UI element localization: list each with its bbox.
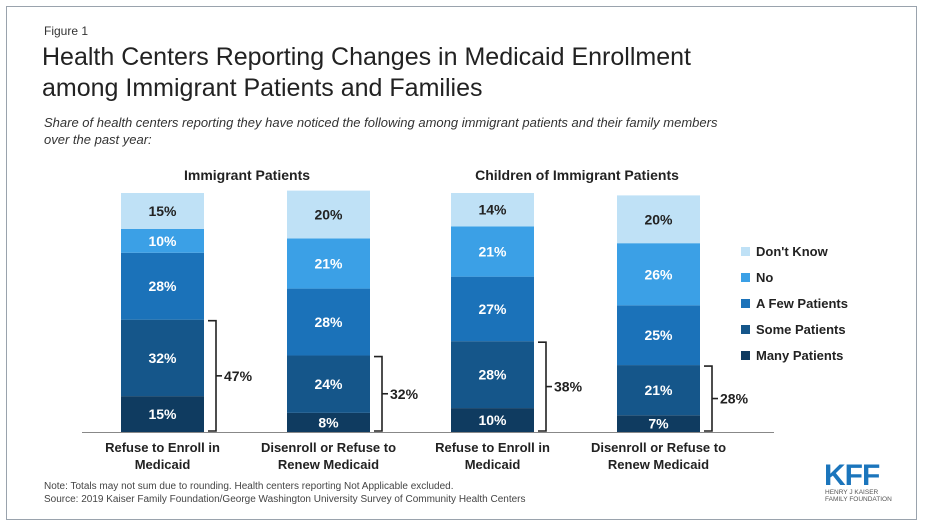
category-label: Renew Medicaid	[608, 457, 709, 472]
figure-label: Figure 1	[44, 24, 89, 38]
chart-note: Note: Totals may not sum due to rounding…	[44, 480, 526, 506]
kff-logo-mark: KFF	[824, 459, 880, 492]
bar-segment	[287, 190, 370, 239]
legend-label: Don't Know	[756, 243, 828, 259]
data-label: 26%	[644, 266, 673, 282]
bar-segment	[287, 412, 370, 432]
category-label: Renew Medicaid	[278, 457, 379, 472]
legend-item: Don't Know	[741, 238, 848, 264]
bar-segment	[451, 341, 534, 409]
note-line: Note: Totals may not sum due to rounding…	[44, 481, 454, 492]
data-label: 20%	[314, 207, 343, 223]
category-label: Disenroll or Refuse to	[261, 440, 396, 455]
category-label: Refuse to Enroll in	[105, 440, 220, 455]
bar-segment	[121, 319, 204, 397]
data-label: 24%	[314, 376, 343, 392]
chart-legend: Don't Know No A Few Patients Some Patients M…	[741, 238, 848, 368]
bar-segment	[121, 396, 204, 432]
data-label: 28%	[314, 314, 343, 330]
legend-label: Some Patients	[756, 321, 846, 337]
data-label: 10%	[148, 233, 177, 249]
legend-item: Some Patients	[741, 316, 848, 342]
data-label: 15%	[148, 203, 177, 219]
bar-segment	[121, 228, 204, 253]
bar-segment	[451, 226, 534, 277]
data-label: 28%	[148, 278, 177, 294]
bar-segment	[451, 276, 534, 342]
bar-segment	[451, 408, 534, 432]
chart-subtitle-line1: Share of health centers reporting they h…	[44, 115, 718, 130]
bracket-total-label: 32%	[390, 386, 419, 402]
legend-swatch	[741, 350, 750, 360]
legend-swatch	[741, 298, 750, 308]
legend-item: A Few Patients	[741, 290, 848, 316]
data-label: 25%	[644, 327, 673, 343]
bar-segment	[287, 288, 370, 356]
chart-subtitle-line2: over the past year:	[44, 132, 152, 147]
legend-swatch	[741, 324, 750, 334]
bar-segment	[451, 193, 534, 227]
bar-segment	[287, 238, 370, 289]
data-label: 21%	[314, 256, 343, 272]
chart-title-line1: Health Centers Reporting Changes in Medi…	[42, 43, 691, 71]
legend-item: Many Patients	[741, 342, 848, 368]
data-label: 8%	[318, 414, 339, 430]
bar-segment	[617, 365, 700, 416]
chart-subtitle: Share of health centers reporting they h…	[44, 114, 854, 148]
kff-logo-line2: FAMILY FOUNDATION	[825, 496, 892, 503]
kff-logo-line1: HENRY J KAISER	[825, 489, 879, 496]
group-title: Immigrant Patients	[184, 167, 310, 183]
bracket-total-label: 47%	[224, 368, 253, 384]
legend-swatch	[741, 272, 750, 282]
data-label: 32%	[148, 350, 177, 366]
bracket	[538, 341, 547, 432]
data-label: 15%	[148, 406, 177, 422]
data-label: 28%	[478, 367, 507, 383]
group-title: Children of Immigrant Patients	[475, 167, 679, 183]
data-label: 21%	[478, 244, 507, 260]
category-label: Disenroll or Refuse to	[591, 440, 726, 455]
bracket	[704, 365, 713, 432]
bar-segment	[121, 193, 204, 229]
data-label: 21%	[644, 382, 673, 398]
bar-segment	[617, 195, 700, 244]
data-label: 7%	[648, 416, 669, 432]
source-line: Source: 2019 Kaiser Family Foundation/Ge…	[44, 494, 526, 505]
kff-logo: KFF HENRY J KAISER FAMILY FOUNDATION	[824, 459, 892, 503]
legend-item: No	[741, 264, 848, 290]
chart-title-line2: among Immigrant Patients and Families	[42, 74, 483, 102]
bracket	[374, 355, 383, 432]
bar-segment	[287, 355, 370, 413]
bar-segment	[617, 415, 700, 432]
data-label: 20%	[644, 211, 673, 227]
bracket-total-label: 38%	[554, 379, 583, 395]
data-label: 27%	[478, 301, 507, 317]
data-label: 14%	[478, 202, 507, 218]
bar-segment	[121, 252, 204, 320]
legend-label: Many Patients	[756, 347, 844, 363]
legend-swatch	[741, 246, 750, 256]
data-label: 10%	[478, 412, 507, 428]
chart-title: Health Centers Reporting Changes in Medi…	[42, 42, 802, 104]
bracket	[208, 319, 217, 432]
bar-segment	[617, 305, 700, 366]
category-label: Medicaid	[465, 457, 521, 472]
legend-label: A Few Patients	[756, 295, 848, 311]
legend-label: No	[756, 269, 774, 285]
bracket-total-label: 28%	[720, 391, 749, 407]
category-label: Medicaid	[135, 457, 191, 472]
category-label: Refuse to Enroll in	[435, 440, 550, 455]
bar-segment	[617, 243, 700, 306]
